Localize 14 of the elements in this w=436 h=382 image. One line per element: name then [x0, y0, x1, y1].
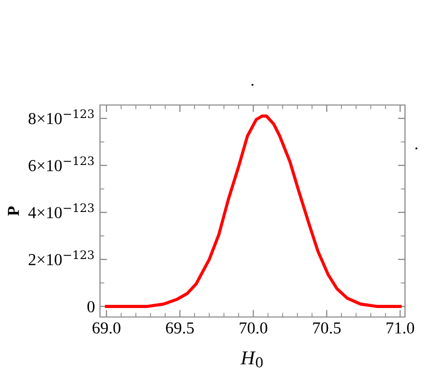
y-tick-label: 4×10$^{−123}$ [28, 203, 94, 218]
y-tick-label: 0 [87, 301, 95, 312]
x-tick-label: 69.0 [92, 322, 120, 334]
x-tick-label: 71.0 [386, 322, 414, 334]
y-axis-title: P [8, 206, 19, 216]
x-tick-label: 70.5 [313, 322, 341, 334]
y-tick-label: 8×10$^{−123}$ [28, 109, 94, 124]
text: . [415, 147, 418, 150]
x-axis-title: H$_{0}$ [240, 352, 263, 368]
y-tick-label: 6×10$^{−123}$ [28, 156, 94, 172]
x-tick-label: 69.5 [166, 322, 194, 334]
text: . [252, 84, 254, 86]
y-tick-label: 2×10$^{−123}$ [28, 250, 94, 266]
x-tick-label: 70.0 [240, 322, 268, 334]
